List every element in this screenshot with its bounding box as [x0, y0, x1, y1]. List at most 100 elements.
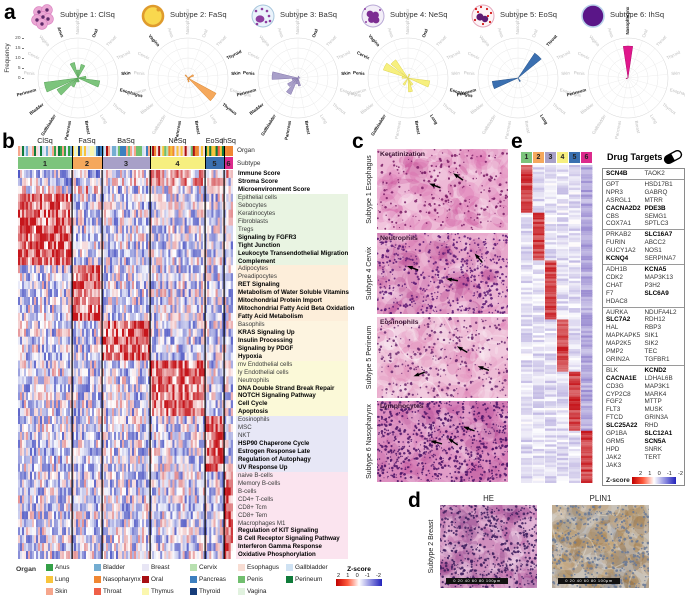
radar-chart: Nasopharynx Oral Throat Thyroid Skin Esophagu…: [236, 8, 362, 141]
heatmap-row-label: UV Response Up: [238, 463, 288, 471]
gene-row: CBS SEMG1: [606, 213, 681, 221]
radar-organ-label: Thyroid: [116, 49, 132, 60]
radar-organ-label: Skin: [561, 70, 571, 76]
histology-canvas: [377, 233, 508, 314]
radar-title: Subtype 4: NeSq: [390, 10, 448, 19]
radar-organ-label: Anus: [387, 27, 396, 39]
gene-name: GABRQ: [644, 188, 668, 196]
legend-label: Anus: [55, 564, 70, 571]
heatmap-row-label: Sebocytes: [238, 201, 267, 209]
legend-label: Gallbladder: [295, 564, 328, 571]
gene-name: NPR3: [606, 188, 623, 196]
heatmap-row-label: mv Endothelial cells: [238, 360, 293, 368]
radar-organ-label: Thyroid: [556, 49, 572, 60]
heatmap-row-label: Complement: [238, 257, 276, 265]
radar-organ-label: Penis: [574, 70, 586, 76]
histology-canvas: [377, 149, 508, 230]
radar-organ-label: Nasopharynx: [625, 6, 630, 34]
legend-label: Vagina: [247, 588, 267, 595]
heatmap-row-label: Leukocyte Transendothelial Migration: [238, 249, 349, 257]
organ-legend-cervix: Cervix: [190, 564, 217, 571]
gene-name: HAL: [606, 324, 619, 332]
radar-wedge-penis: [401, 76, 409, 79]
organ-legend-esophagus: Esophagus: [238, 564, 279, 571]
radar-wedge-esophagus: [77, 77, 101, 88]
radar-organ-label: Breast: [304, 120, 312, 135]
radar-organ-label: Lung: [209, 113, 219, 124]
radar-organ-label: Lung: [649, 113, 659, 124]
heatmap-row-label: Fatty Acid Metabolism: [238, 313, 303, 321]
subtype-number: 4: [175, 158, 180, 168]
radar-subtype-5: Subtype 5: EoSq Nasopharynx Oral Throat Thyr…: [456, 0, 583, 139]
gene-name: CACNA2D2: [606, 204, 641, 212]
subtype-column-header-2: 2: [533, 152, 544, 163]
gene-name: HDAC8: [606, 297, 628, 305]
heatmap-row-label: Hypoxia: [238, 352, 262, 360]
radar-organ-label: Vagina: [368, 33, 382, 47]
panel-c-histology: Subtype 1 Esophagus Keratinization Subtype…: [355, 140, 510, 490]
heatmap-row-label: Regulation of Autophagy: [238, 455, 311, 463]
gene-row: MAP2K5 SIK2: [606, 340, 681, 348]
gene-name: SLC12A1: [644, 430, 673, 438]
side-label: Subtype 2 Breast: [428, 519, 435, 574]
heatmap-row-label: Basophils: [238, 321, 265, 329]
frequency-axis-ticks: 20 15 10 5 0: [6, 33, 24, 83]
gene-name: SLC16A7: [644, 231, 673, 239]
heatmap-row-label: Preadipocytes: [238, 273, 277, 281]
gene-name: CYP2C8: [606, 390, 631, 398]
radar-organ-label: Thymus: [661, 102, 677, 116]
gene-row: KCNQ4 SERPINA7: [606, 255, 681, 263]
gene-row: CYP2C8 MARK4: [606, 391, 681, 399]
heatmap-row-label: NKT: [238, 432, 251, 440]
subtype-column-header-5: 5: [569, 152, 580, 163]
legend-label: Oral: [151, 576, 164, 583]
legend-label: Skin: [55, 588, 68, 595]
gene-row: ASRGL1 MTRR: [606, 197, 681, 205]
heatmap-row-label: Tight Junction: [238, 241, 281, 249]
radar-organ-label: Cervix: [356, 50, 371, 61]
radar-wedge-anus: [69, 62, 79, 79]
radar-subtype-6: Subtype 6: IhSq Nasopharynx Oral Throat Thyr…: [566, 0, 685, 139]
zscore-tick: -1: [666, 470, 672, 477]
gene-name: TAOK2: [644, 170, 665, 177]
radar-organ-label: Nasopharynx: [185, 8, 190, 35]
gene-name: GRM5: [606, 438, 625, 445]
radar-organ-label: Thyroid: [666, 49, 682, 60]
heatmap-row-label: Macrophages M1: [238, 519, 286, 527]
legend-swatch: [94, 564, 101, 571]
radar-organ-label: Oral: [641, 29, 649, 39]
histology-image-eosinophils: Eosinophils: [377, 317, 508, 398]
panel-c-label: c: [352, 130, 364, 153]
gene-name: SLC25A22: [606, 422, 638, 430]
radar-organ-label: Penis: [464, 70, 476, 76]
zscore-title: Z-score: [347, 566, 371, 573]
radar-organ-label: Perineum: [236, 87, 257, 97]
gene-name: SLC6A9: [644, 289, 669, 297]
stain-title-plin1: PLIN1: [589, 494, 612, 503]
axis-tick: 0: [6, 73, 24, 83]
heatmap-row-label: Interferon Gamma Response: [238, 543, 322, 551]
radar-title: Subtype 2: FaSq: [170, 10, 227, 19]
radar-organ-label: Bladder: [469, 102, 485, 115]
heatmap-row-label: MSC: [238, 424, 252, 432]
radar-organ-label: Pancreas: [614, 119, 622, 139]
heatmap-row-label: Eosinophils: [238, 416, 270, 424]
ihc-canvas: [552, 505, 649, 588]
scale-bar: 0 20 40 60 80 100μm: [446, 578, 508, 584]
heatmap-row-label: DNA Double Strand Break Repair: [238, 384, 335, 392]
radar-wedge-cervix: [382, 62, 409, 79]
radar-organ-label: Cervix: [577, 51, 591, 61]
expression-heatmap-canvas: [18, 170, 233, 559]
legend-swatch: [286, 576, 293, 583]
radar-organ-label: Vagina: [38, 34, 51, 48]
panel-b-label: b: [2, 130, 15, 153]
gene-name: BLK: [606, 366, 618, 374]
gene-row: ADH1B KCNA5: [606, 266, 681, 274]
radar-organ-label: Oral: [311, 28, 319, 38]
gene-box-subtype-1: SCN4B TAOK2: [603, 169, 684, 180]
radar-wedge-oral: [297, 75, 300, 79]
gene-name: TGFBR1: [644, 355, 670, 363]
radar-wedge-thymus: [187, 77, 217, 102]
histology-canvas: [377, 317, 508, 398]
radar-organ-label: Lung: [429, 113, 439, 125]
